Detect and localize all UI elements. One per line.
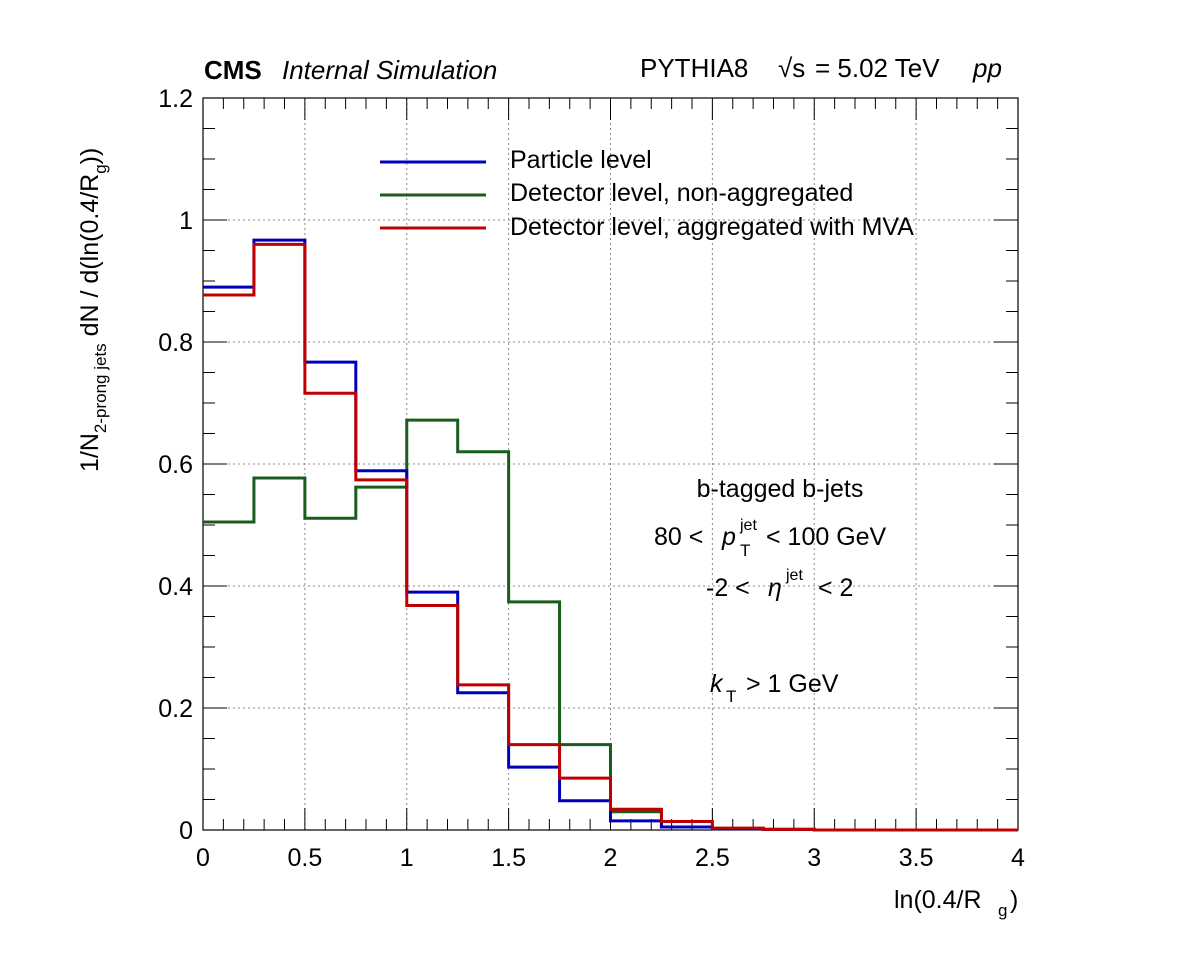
pt-left: 80 < bbox=[654, 523, 703, 551]
generator-label: PYTHIA8 bbox=[640, 53, 748, 83]
eta-left: -2 < bbox=[706, 574, 750, 602]
x-tick-label: 3 bbox=[807, 844, 821, 872]
pt-var: p bbox=[721, 523, 736, 551]
kt-right: > 1 GeV bbox=[746, 670, 839, 698]
y-tick-label: 0.2 bbox=[158, 695, 193, 723]
x-axis-title-sub: g bbox=[998, 901, 1007, 920]
x-tick-label: 4 bbox=[1011, 844, 1025, 872]
x-tick-label: 0 bbox=[196, 844, 210, 872]
series-detector-level-non-aggregated bbox=[203, 418, 1018, 832]
system-label: pp bbox=[972, 53, 1002, 83]
x-tick-label: 2 bbox=[604, 844, 618, 872]
pt-sup: jet bbox=[739, 517, 757, 534]
pt-annotation: 80 < p jet T < 100 GeV bbox=[654, 517, 887, 560]
y-tick-label: 1 bbox=[179, 207, 193, 235]
x-tick-labels: 0 0.5 1 1.5 2 2.5 3 3.5 4 bbox=[196, 844, 1025, 872]
cms-label: CMS bbox=[204, 55, 262, 85]
x-tick-label: 3.5 bbox=[899, 844, 934, 872]
svg-text:1/N2-prong jets dN / d(ln(0.4/: 1/N2-prong jets dN / d(ln(0.4/Rg)) bbox=[76, 148, 110, 472]
eta-annotation: -2 < η jet < 2 bbox=[706, 567, 853, 602]
kt-sub: T bbox=[726, 687, 736, 706]
x-axis-title-end: ) bbox=[1010, 886, 1018, 914]
y-title-part3: )) bbox=[76, 148, 104, 165]
y-axis-title: 1/N2-prong jets dN / d(ln(0.4/Rg)) bbox=[76, 148, 110, 472]
y-tick-label: 0.4 bbox=[158, 573, 193, 601]
y-tick-label: 0.8 bbox=[158, 329, 193, 357]
x-axis-title: ln(0.4/R g ) bbox=[894, 886, 1018, 920]
legend: Particle level Detector level, non-aggre… bbox=[380, 146, 914, 241]
kt-annotation: k T > 1 GeV bbox=[710, 670, 839, 706]
series-detector-level-aggregated-with-mva bbox=[203, 242, 1018, 832]
eta-right: < 2 bbox=[818, 574, 853, 602]
sample-annotation: b-tagged b-jets bbox=[697, 475, 864, 503]
axis-ticks bbox=[202, 97, 1019, 831]
y-title-part1: 1/N bbox=[76, 433, 104, 472]
legend-label-detector-mva: Detector level, aggregated with MVA bbox=[510, 213, 914, 241]
sqrt-s-label: √s bbox=[778, 53, 805, 83]
y-tick-label: 0.6 bbox=[158, 451, 193, 479]
status-label: Internal Simulation bbox=[282, 55, 497, 85]
x-tick-label: 1 bbox=[400, 844, 414, 872]
x-axis-title-main: ln(0.4/R bbox=[894, 886, 982, 914]
x-tick-label: 0.5 bbox=[287, 844, 322, 872]
y-tick-label: 0 bbox=[179, 817, 193, 845]
pt-right: < 100 GeV bbox=[766, 523, 887, 551]
x-tick-label: 2.5 bbox=[695, 844, 730, 872]
legend-label-detector-nonagg: Detector level, non-aggregated bbox=[510, 179, 853, 207]
y-title-sub1: 2-prong jets bbox=[91, 343, 110, 433]
legend-label-particle: Particle level bbox=[510, 146, 652, 174]
eta-var: η bbox=[768, 574, 782, 602]
grid bbox=[203, 98, 1018, 830]
pt-sub: T bbox=[740, 541, 750, 560]
y-tick-labels: 0 0.2 0.4 0.6 0.8 1 1.2 bbox=[158, 85, 193, 845]
y-title-part2: dN / d(ln(0.4/R bbox=[76, 174, 104, 344]
eta-sup: jet bbox=[785, 567, 803, 584]
x-tick-label: 1.5 bbox=[491, 844, 526, 872]
y-title-sub2: g bbox=[91, 164, 110, 173]
energy-label: = 5.02 TeV bbox=[815, 53, 940, 83]
y-tick-label: 1.2 bbox=[158, 85, 193, 113]
kt-var: k bbox=[710, 670, 724, 698]
series-layer bbox=[203, 238, 1018, 832]
